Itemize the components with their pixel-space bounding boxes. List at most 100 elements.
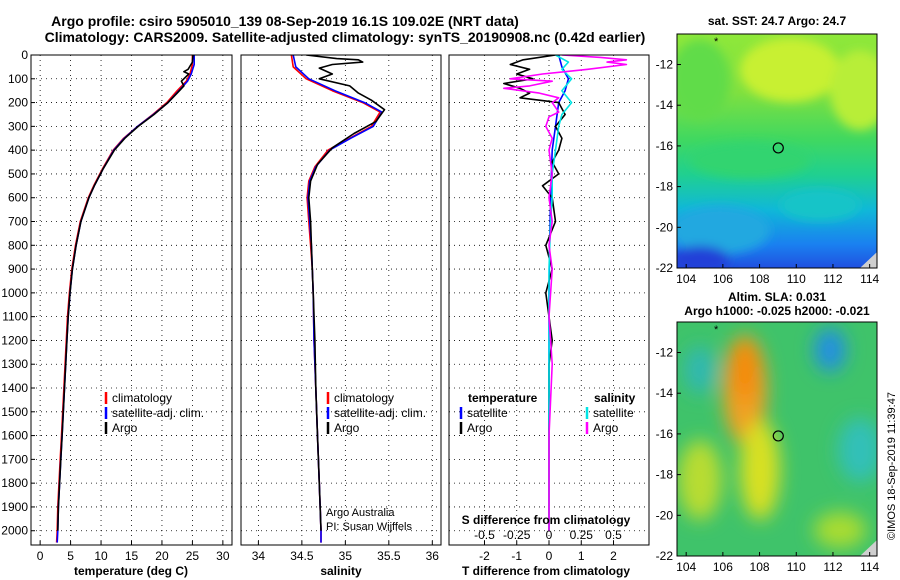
- legend-s-satellite-label: satellite: [593, 406, 634, 420]
- map-corner-marker: *: [714, 324, 719, 336]
- map-y-tick-label: -12: [656, 58, 674, 72]
- sst-map-panel: sat. SST: 24.7 Argo: 24.7 104 106 108 110 11…: [656, 14, 880, 286]
- imos-timestamp: ©IMOS 18-Sep-2019 11:39:47: [886, 392, 898, 540]
- depth-tick-label: 1300: [1, 357, 28, 371]
- argo-location-marker: [772, 142, 784, 154]
- map-x-tick-label: 106: [713, 272, 733, 286]
- x-tick-label: -1: [511, 549, 522, 563]
- depth-tick-label: 100: [8, 72, 28, 86]
- depth-tick-label: 600: [8, 191, 28, 205]
- map-x-tick-label: 114: [860, 272, 879, 286]
- salinity-xlabel: salinity: [320, 564, 362, 578]
- x-tick-label: 35.5: [377, 549, 401, 563]
- map-x-tick-label: 104: [676, 272, 696, 286]
- s-difference-label: S difference from climatology: [462, 513, 631, 527]
- legend-s-argo-label: Argo: [593, 421, 619, 435]
- temperature-legend: climatology satellite-adj. clim. Argo: [104, 391, 204, 435]
- sst-patch: [690, 142, 810, 178]
- series-line-s-satellite: [548, 55, 573, 531]
- figure-title-line2: Climatology: CARS2009. Satellite-adjuste…: [45, 29, 646, 45]
- x-tick-label: 20: [155, 549, 169, 563]
- x-tick-label: 1: [578, 549, 585, 563]
- s-tick-label: 0: [546, 528, 553, 542]
- s-tick-label: -0.25: [503, 528, 531, 542]
- sla-low-patch: [684, 346, 716, 394]
- sla-map-panel: Altim. SLA: 0.031 Argo h1000: -0.025 h20…: [656, 290, 880, 574]
- sst-warm-patch: [740, 38, 840, 102]
- sla-high-patch: [740, 420, 780, 520]
- map-x-tick-label: 110: [787, 272, 806, 286]
- sla-high-patch: [731, 340, 759, 400]
- credit-org: Argo Australia: [326, 507, 395, 519]
- temperature-panel: 0100200300400500600700800900100011001200…: [1, 48, 233, 578]
- land-mask: [860, 252, 877, 268]
- x-tick-label: 2: [610, 549, 617, 563]
- depth-tick-label: 1200: [1, 333, 28, 347]
- credit-pi: PI: Susan Wijffels: [326, 521, 412, 533]
- legend-salinity-title: salinity: [594, 391, 636, 405]
- sla-map-ticks: 104 106 108 110 112 114 -12 -14 -16 -18 -20 -22: [656, 346, 880, 574]
- depth-tick-label: 1700: [1, 452, 28, 466]
- map-y-tick-label: -18: [656, 180, 674, 194]
- depth-tick-label: 1000: [1, 286, 28, 300]
- map-y-tick-label: -18: [656, 468, 674, 482]
- map-y-tick-label: -20: [656, 220, 674, 234]
- depth-tick-labels: 0 100 200 300 400 500 600 700 800 900 1000 1100 1200…: [1, 48, 35, 538]
- depth-tick-label: 1800: [1, 476, 28, 490]
- salinity-legend: climatology satellite-adj. clim. Argo: [326, 391, 426, 435]
- argo-location-marker: [772, 430, 784, 442]
- legend-argo-label: Argo: [334, 421, 360, 435]
- land-mask: [860, 540, 877, 556]
- series-line-s-argo: [503, 55, 628, 531]
- depth-tick-label: 200: [8, 96, 28, 110]
- map-x-tick-label: 110: [787, 560, 806, 574]
- sla-patches: [678, 328, 877, 548]
- x-tick-label: 0: [546, 549, 553, 563]
- sla-low-patch: [814, 328, 846, 372]
- t-difference-tick-labels: -2 -1 0 1 2: [479, 541, 617, 563]
- map-x-tick-label: 114: [860, 560, 879, 574]
- legend-satellite-label: satellite-adj. clim.: [112, 406, 204, 420]
- map-x-tick-label: 108: [750, 560, 770, 574]
- difference-legend: temperature satellite Argo salinity sate…: [459, 391, 636, 435]
- depth-tick-label: 300: [8, 119, 28, 133]
- figure-title-line1: Argo profile: csiro 5905010_139 08-Sep-2…: [51, 13, 519, 29]
- sla-low-patch: [838, 418, 877, 482]
- series-line-satellite-adj-clim-: [292, 55, 383, 543]
- sst-patch: [677, 40, 730, 120]
- depth-tick-label: 400: [8, 143, 28, 157]
- sst-cool-patch: [677, 246, 730, 268]
- series-line-satellite-adj-clim-: [56, 55, 195, 543]
- t-difference-xlabel: T difference from climatology: [462, 564, 630, 578]
- temperature-grid: [31, 54, 232, 545]
- temperature-xlabel: temperature (deg C): [74, 564, 188, 578]
- map-y-tick-label: -22: [656, 549, 674, 563]
- map-x-tick-label: 108: [750, 272, 770, 286]
- x-tick-label: 34: [252, 549, 266, 563]
- depth-tick-label: 900: [8, 262, 28, 276]
- salinity-grid: [241, 54, 441, 545]
- legend-climatology-label: climatology: [112, 391, 172, 405]
- sla-mid-patch: [814, 512, 866, 548]
- x-tick-label: 30: [216, 549, 230, 563]
- temperature-tick-labels: 0 5 10 15 20 25 30: [37, 541, 230, 563]
- map-corner-marker: *: [714, 36, 719, 48]
- sla-mid-patch: [678, 440, 722, 520]
- x-tick-label: 5: [67, 549, 74, 563]
- series-line-climatology: [55, 55, 194, 543]
- depth-tick-label: 700: [8, 215, 28, 229]
- map-y-tick-label: -20: [656, 508, 674, 522]
- salinity-lines: [290, 55, 386, 543]
- sla-map-subtitle: Argo h1000: -0.025 h2000: -0.021: [684, 304, 870, 318]
- sla-map-title: Altim. SLA: 0.031: [728, 290, 826, 304]
- depth-tick-label: 0: [21, 48, 28, 62]
- depth-tick-label: 800: [8, 238, 28, 252]
- sst-map-ticks: 104 106 108 110 112 114 -12 -14 -16 -18 -20 -22: [656, 58, 880, 286]
- sst-patches: [677, 38, 877, 268]
- legend-climatology-label: climatology: [334, 391, 394, 405]
- salinity-frame: [240, 54, 442, 546]
- map-y-tick-label: -14: [656, 98, 674, 112]
- sst-cool-patch: [677, 206, 770, 254]
- x-tick-label: -2: [479, 549, 490, 563]
